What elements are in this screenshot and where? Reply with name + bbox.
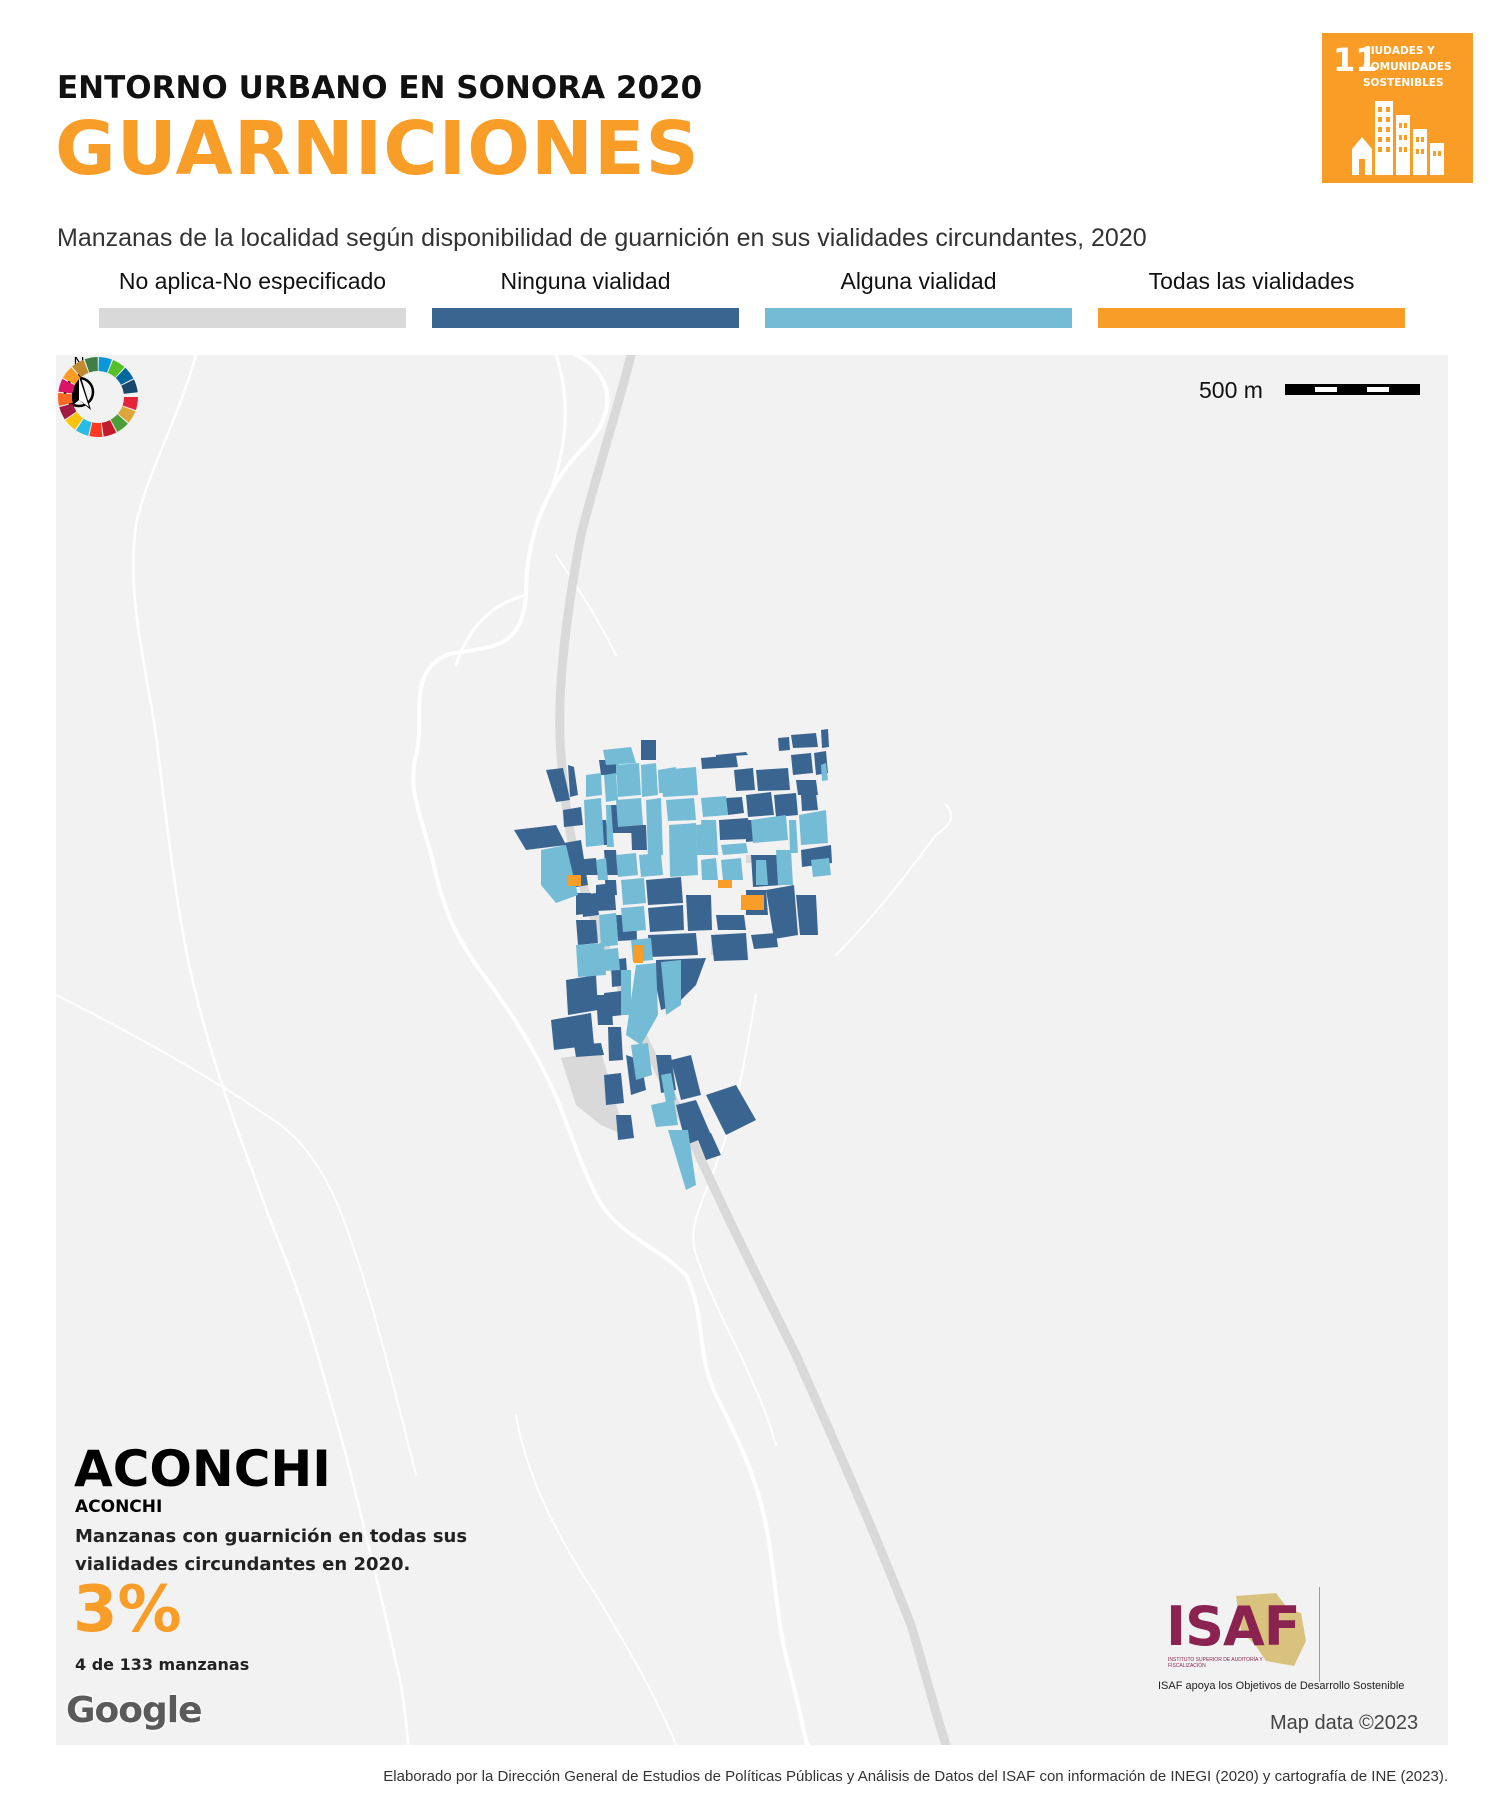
legend-label: Todas las vialidades <box>1148 268 1355 294</box>
stat-count: 4 de 133 manzanas <box>75 1655 250 1674</box>
sdg-11-badge: 11 CIUDADES Y COMUNIDADES SOSTENIBLES <box>1322 33 1473 183</box>
map-subtitle: Manzanas de la localidad según disponibi… <box>57 224 1147 252</box>
sonora-map-icon <box>1236 1593 1306 1666</box>
basemap <box>56 355 953 1745</box>
arroyo <box>534 355 567 527</box>
scale-segment <box>1367 387 1389 392</box>
partner-caption: ISAF apoya los Objetivos de Desarrollo S… <box>1158 1680 1405 1692</box>
municipality-name: ACONCHI <box>75 1497 163 1517</box>
road-secondary <box>515 1414 677 1745</box>
isaf-logo-subtext: INSTITUTO SUPERIOR DE AUDITORÍA Y FISCAL… <box>1168 1657 1263 1669</box>
stat-description: Manzanas con guarnición en todas sus via… <box>75 1526 468 1575</box>
road-secondary <box>692 994 777 1446</box>
map-area[interactable]: 500 m N ACONCHI ACONCHI Manzanas con gua… <box>56 355 1448 1745</box>
logo-divider <box>1319 1587 1320 1682</box>
legend-swatch <box>765 308 1072 328</box>
isaf-logo: ISAF <box>1166 1595 1301 1658</box>
road-secondary <box>835 804 953 956</box>
legend-swatch <box>432 308 739 328</box>
legend-swatch <box>1098 308 1405 328</box>
footer-credit: Elaborado por la Dirección General de Es… <box>383 1768 1448 1785</box>
city-blocks <box>514 729 832 1190</box>
scale-segment <box>1315 387 1337 392</box>
scale-label: 500 m <box>1199 377 1263 403</box>
map-data-credit: Map data ©2023 <box>1270 1712 1419 1734</box>
legend-label: Ninguna vialidad <box>500 268 671 294</box>
road-secondary <box>132 355 410 1745</box>
road-secondary <box>56 994 417 1476</box>
blocks-alguna <box>541 747 831 1190</box>
sdg-wheel-icon <box>58 357 138 437</box>
road-secondary <box>555 554 617 656</box>
highway <box>555 355 951 1745</box>
legend-item-ninguna: Ninguna vialidad <box>432 268 739 328</box>
google-logo: Google <box>66 1690 203 1731</box>
sdg-number: 11 <box>1333 41 1378 79</box>
locality-name: ACONCHI <box>74 1440 331 1498</box>
legend-label: Alguna vialidad <box>840 268 997 294</box>
scale-bar <box>1285 384 1420 395</box>
legend-item-alguna: Alguna vialidad <box>765 268 1072 328</box>
map-legend: No aplica-No especificado Ninguna vialid… <box>99 268 1409 328</box>
stat-percent: 3% <box>73 1573 182 1647</box>
blocks-todas <box>567 875 764 963</box>
sdg-text: CIUDADES Y COMUNIDADES SOSTENIBLES <box>1363 45 1452 89</box>
legend-item-todas: Todas las vialidades <box>1098 268 1405 328</box>
legend-label: No aplica-No especificado <box>118 268 387 294</box>
arroyo <box>454 593 528 667</box>
legend-swatch <box>99 308 406 328</box>
header-kicker: ENTORNO URBANO EN SONORA 2020 <box>57 70 703 106</box>
legend-item-no-aplica: No aplica-No especificado <box>99 268 406 328</box>
city-buildings-icon <box>1352 101 1444 175</box>
page-title: GUARNICIONES <box>55 106 700 192</box>
